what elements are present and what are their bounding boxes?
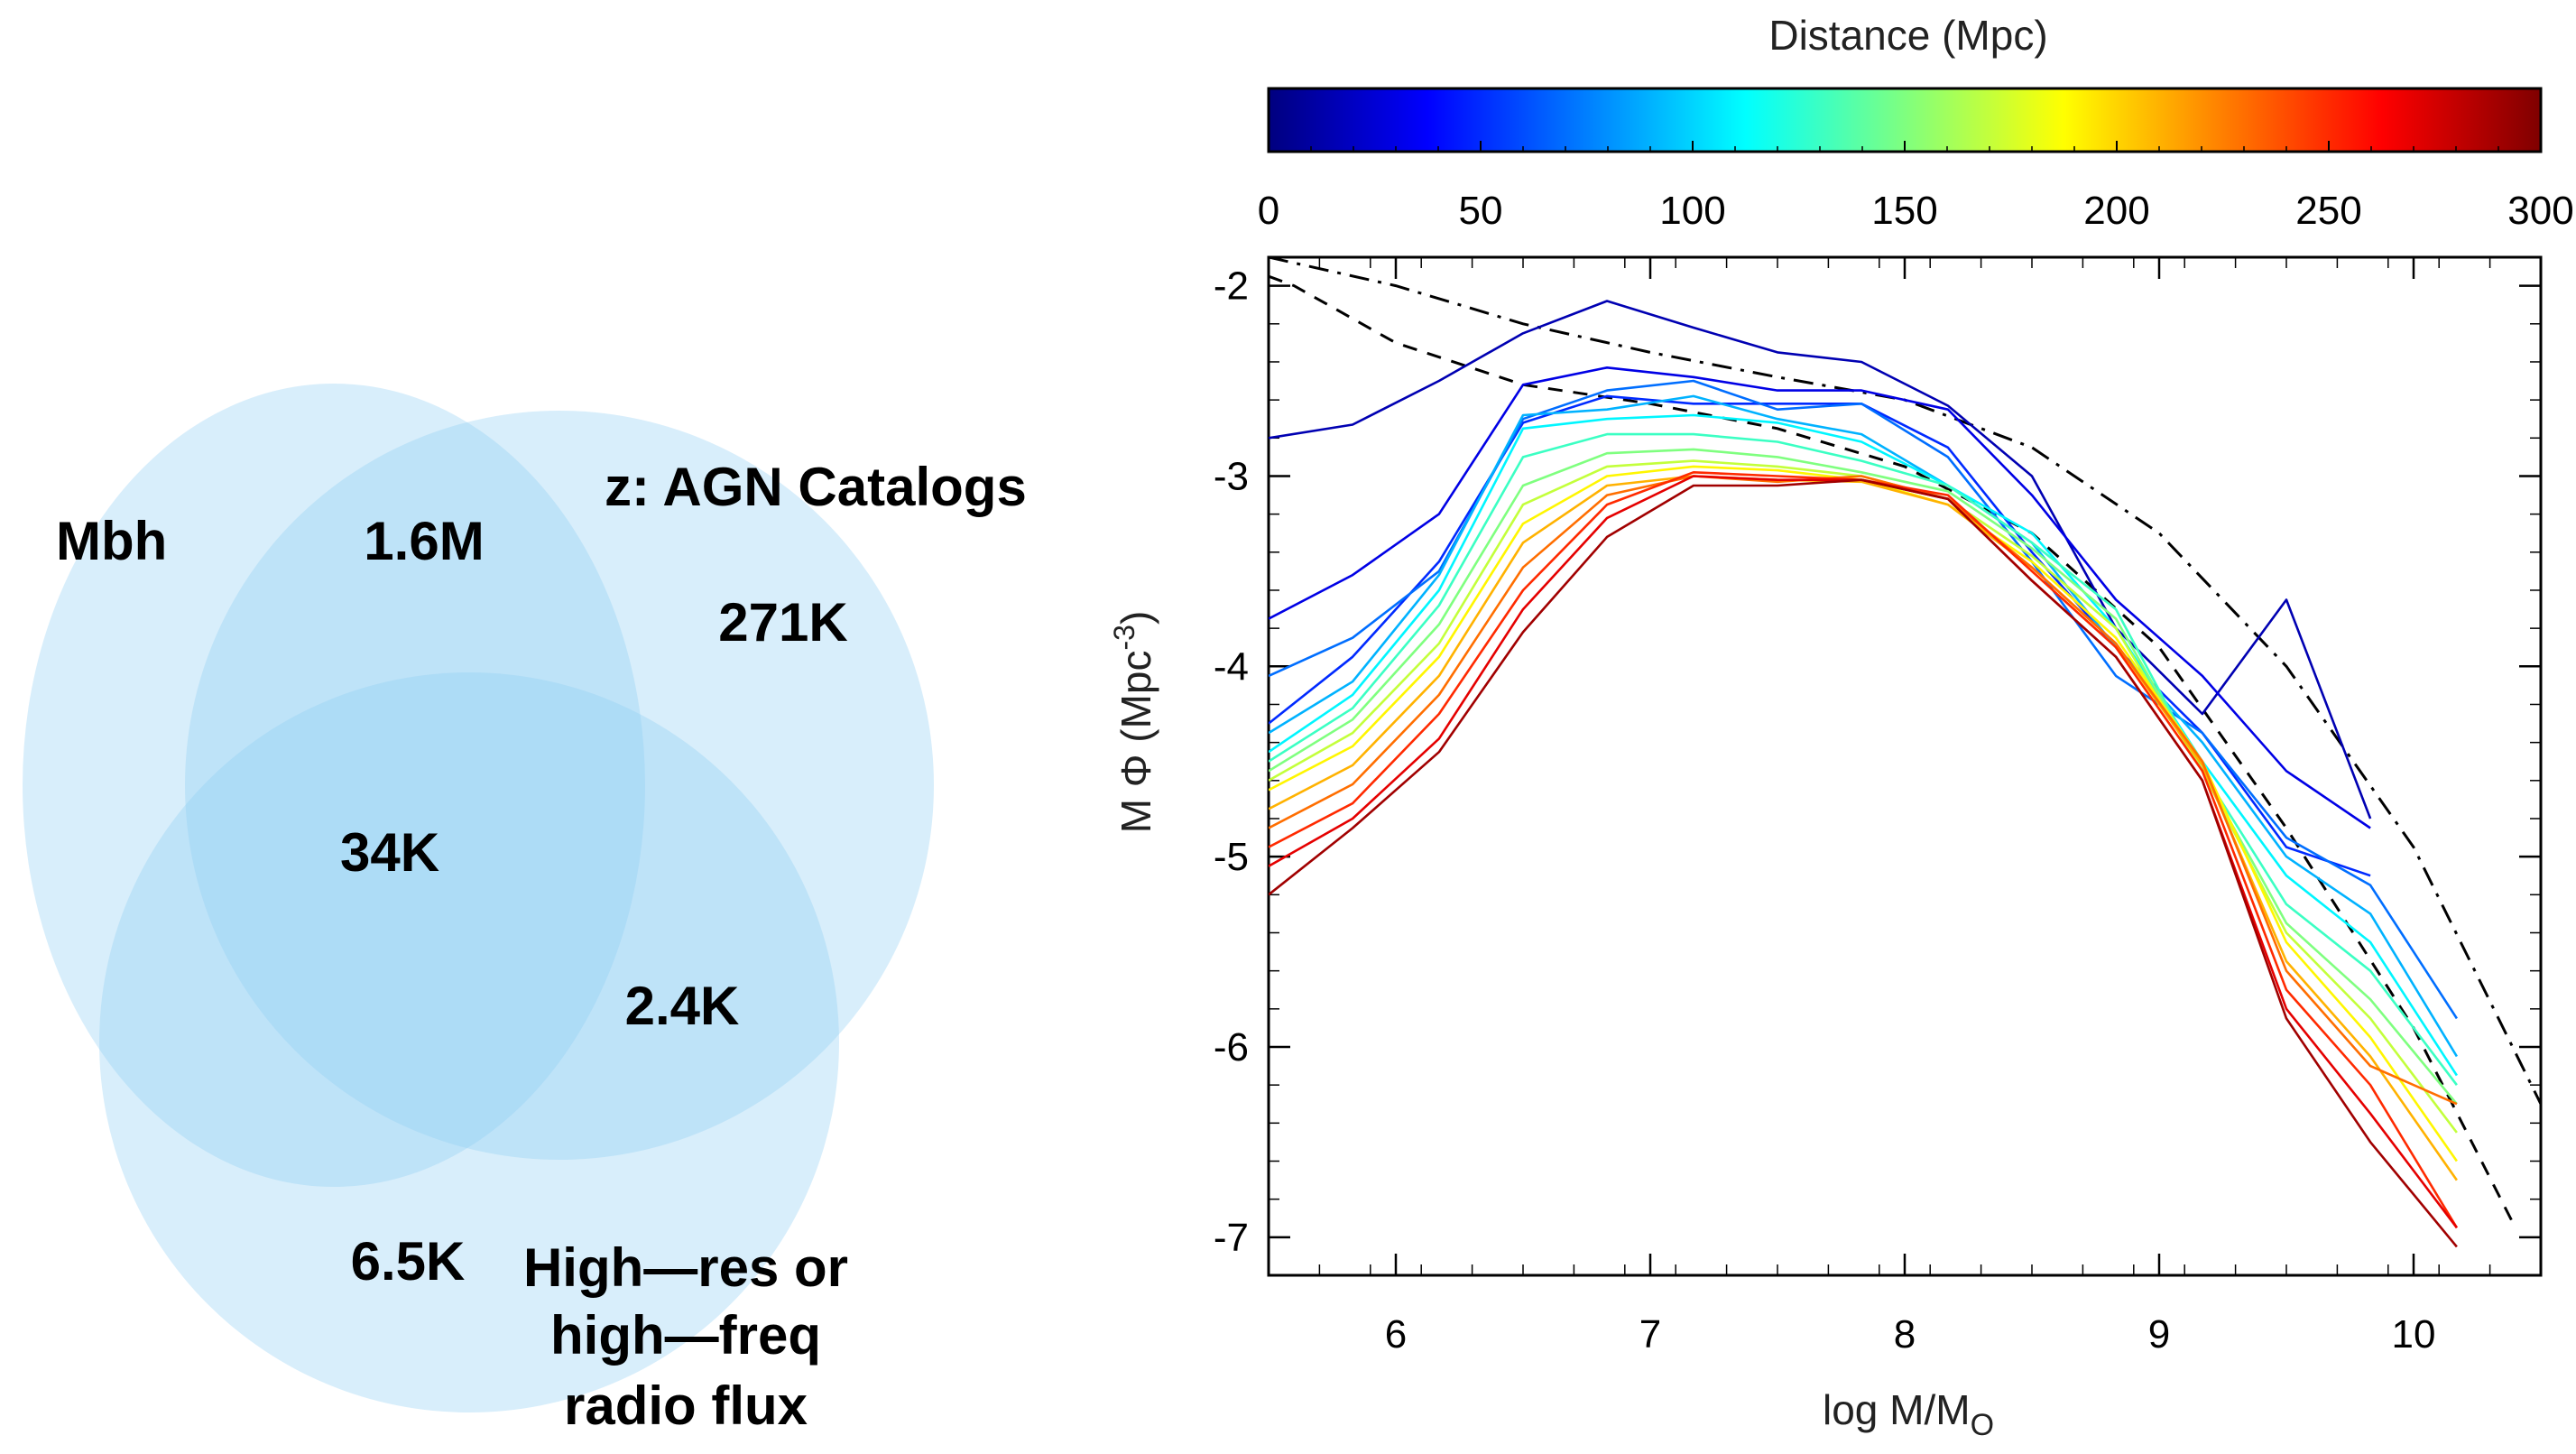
series-line-270mpc: [1269, 475, 2458, 1229]
colorbar-tick-label: 250: [2295, 189, 2361, 233]
venn-set-label-radio-line2: high—freq: [550, 1305, 821, 1366]
colorbar-ticks: 0 50 100 150 200 250 300: [1258, 141, 2574, 233]
series-line-250mpc: [1269, 471, 2459, 1228]
y-tick-label: -5: [1214, 835, 1249, 879]
venn-set-label-radio-line3: radio flux: [564, 1375, 808, 1436]
mass-function-chart: Distance (Mpc) 0 50 100 150 200 250 300 6 7 8 9 10…: [1110, 12, 2574, 1442]
series-line-210mpc: [1269, 475, 2458, 1181]
series-lines: [1269, 300, 2459, 1248]
colorbar-tick-label: 100: [1659, 189, 1725, 233]
venn-region-mbh-and-z: 1.6M: [364, 511, 484, 571]
x-tick-label: 6: [1385, 1312, 1407, 1357]
venn-set-agn-circle: [185, 411, 934, 1160]
y-tick-label: -3: [1214, 454, 1249, 498]
venn-set-label-radio-line1: High—res or: [523, 1237, 848, 1298]
x-tick-label: 8: [1894, 1312, 1916, 1357]
colorbar-tick-label: 300: [2507, 189, 2573, 233]
series-line-90mpc: [1269, 394, 2459, 1058]
venn-set-mbh-circle: [23, 384, 645, 1187]
x-axis-title: log M/MO: [1823, 1386, 1994, 1442]
y-tick-label: -7: [1214, 1216, 1249, 1260]
series-line-50mpc: [1269, 394, 2371, 877]
y-tick-label: -6: [1214, 1025, 1249, 1070]
series-line-230mpc: [1269, 475, 2458, 1106]
venn-region-z-only: 271K: [718, 592, 847, 653]
reference-curve-dashed: [1269, 274, 2517, 1228]
series-line-110mpc: [1269, 413, 2458, 1077]
series-line-290mpc: [1269, 478, 2458, 1248]
venn-region-z-and-radio: 2.4K: [625, 976, 740, 1036]
colorbar-tick-label: 0: [1258, 189, 1279, 233]
colorbar-title: Distance (Mpc): [1768, 12, 2047, 59]
x-tick-label: 9: [2148, 1312, 2170, 1357]
y-axis-title: M Φ (Mpc-3): [1110, 611, 1159, 834]
series-line-190mpc: [1269, 465, 2458, 1162]
x-tick-label: 7: [1639, 1312, 1661, 1357]
series-line-130mpc: [1269, 432, 2458, 1086]
venn-set-radio-circle: [99, 672, 839, 1412]
axis-ticks: 6 7 8 9 10 -2 -3 -4 -5 -6 -7: [1214, 257, 2542, 1357]
venn-set-label-agn: z: AGN Catalogs: [605, 457, 1027, 517]
y-tick-label: -4: [1214, 644, 1249, 689]
venn-diagram: Mbh z: AGN Catalogs High—res or high—fre…: [23, 384, 1027, 1436]
reference-curves: [1269, 257, 2541, 1228]
venn-set-label-mbh: Mbh: [56, 511, 167, 571]
venn-region-radio: 6.5K: [351, 1231, 466, 1292]
series-line-15mpc: [1269, 300, 2372, 820]
venn-region-all-three: 34K: [340, 822, 439, 883]
series-line-150mpc: [1269, 448, 2458, 1106]
colorbar-tick-label: 150: [1871, 189, 1937, 233]
x-tick-label: 10: [2392, 1312, 2436, 1357]
colorbar-tick-label: 50: [1459, 189, 1503, 233]
series-line-30mpc: [1269, 366, 2371, 829]
y-tick-label: -2: [1214, 264, 1249, 309]
colorbar-tick-label: 200: [2083, 189, 2149, 233]
